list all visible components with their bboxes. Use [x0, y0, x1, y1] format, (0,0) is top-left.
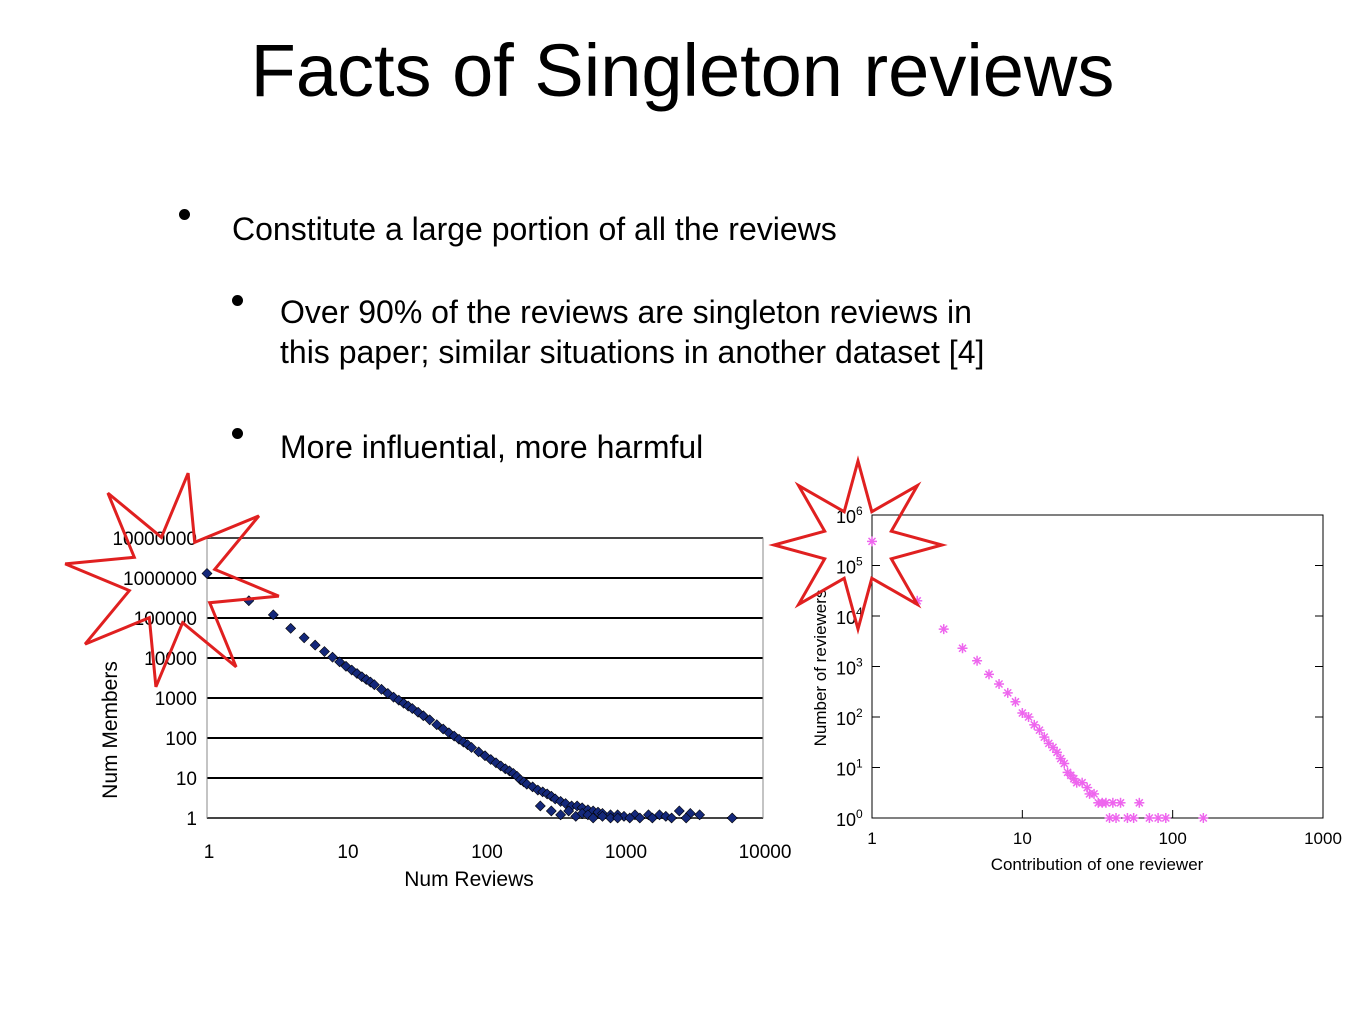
data-point	[612, 812, 624, 824]
data-point	[1104, 813, 1115, 823]
y-tick-label: 10000000	[112, 529, 197, 550]
data-point	[605, 812, 616, 824]
data-point	[597, 810, 608, 822]
y-tick-label: 102	[836, 706, 863, 729]
data-point	[634, 812, 646, 824]
data-point	[201, 568, 213, 579]
data-point	[424, 714, 436, 726]
x-tick-label: 1	[867, 829, 876, 848]
bullet-over-90: Over 90% of the reviews are singleton re…	[280, 292, 984, 372]
y-tick-label: 103	[836, 656, 863, 679]
y-tick-label: 101	[836, 757, 863, 780]
data-point	[1111, 813, 1122, 823]
data-point	[1017, 708, 1028, 719]
x-tick-label: 1	[204, 842, 215, 863]
data-point	[1160, 813, 1171, 823]
data-point	[1134, 797, 1145, 808]
bullet-more-influential: More influential, more harmful	[280, 429, 704, 465]
data-point	[680, 812, 692, 824]
y-tick-label: 100	[836, 807, 863, 830]
bullet-over-90-line-1: Over 90% of the reviews are singleton re…	[280, 294, 972, 330]
data-point	[1002, 687, 1013, 698]
x-tick-label: 10000	[739, 842, 792, 863]
data-point	[431, 719, 443, 731]
data-point	[972, 655, 983, 666]
x-axis-label: Num Reviews	[404, 868, 534, 891]
starburst-left-icon	[64, 472, 280, 688]
y-tick-label: 105	[836, 555, 863, 578]
y-tick-label: 100	[165, 729, 197, 750]
data-point	[298, 632, 310, 644]
data-point	[587, 812, 599, 824]
x-tick-label: 10	[337, 842, 358, 863]
data-point	[994, 679, 1005, 690]
data-point	[1039, 732, 1050, 743]
slide-title: Facts of Singleton reviews	[250, 29, 1115, 112]
plot-area-frame	[206, 537, 764, 819]
data-point	[938, 624, 949, 635]
data-point	[563, 805, 575, 817]
data-point	[1115, 797, 1126, 808]
data-point	[646, 812, 658, 824]
y-axis-label: Number of reviewers	[811, 590, 830, 747]
starburst-right-icon	[768, 455, 948, 635]
data-point	[334, 656, 346, 668]
data-point	[555, 809, 567, 821]
data-point	[1023, 712, 1034, 722]
data-point	[957, 643, 968, 654]
data-point	[726, 812, 738, 824]
data-point	[1010, 696, 1021, 707]
y-tick-label: 10000	[144, 649, 197, 670]
y-tick-label: 10	[176, 769, 197, 790]
data-point	[368, 679, 380, 691]
data-point	[466, 742, 477, 753]
x-tick-label: 1000	[1304, 829, 1342, 848]
data-point	[309, 639, 321, 651]
y-axis-label: Num Members	[99, 661, 122, 799]
bullet-over-90-line-2: this paper; similar situations in anothe…	[280, 334, 985, 370]
bullet-dot	[232, 428, 243, 439]
y-tick-label: 1000	[155, 689, 197, 710]
data-point	[1100, 797, 1111, 808]
x-tick-label: 10	[1013, 829, 1032, 848]
x-tick-label: 100	[471, 842, 503, 863]
data-point	[545, 805, 557, 817]
bullet-dot	[179, 209, 190, 220]
data-point	[694, 809, 706, 821]
x-tick-label: 1000	[605, 842, 647, 863]
bullet-constitute: Constitute a large portion of all the re…	[232, 211, 837, 247]
y-tick-label: 104	[836, 605, 863, 628]
bullet-dot	[232, 295, 243, 306]
data-point	[1128, 813, 1139, 823]
x-tick-label: 100	[1158, 829, 1186, 848]
data-point	[534, 800, 546, 812]
data-point	[1059, 758, 1070, 769]
data-point	[1034, 725, 1045, 736]
data-point	[267, 609, 279, 621]
data-point	[867, 536, 877, 547]
x-axis-label: Contribution of one reviewer	[991, 855, 1204, 874]
data-point	[1089, 788, 1100, 799]
data-point	[666, 812, 678, 824]
y-tick-label: 1	[186, 809, 197, 830]
data-point	[673, 805, 685, 817]
data-point	[1144, 813, 1155, 823]
data-point	[285, 622, 297, 634]
data-point	[1198, 813, 1209, 823]
data-point	[983, 669, 994, 680]
y-tick-label: 106	[836, 504, 863, 527]
data-point	[319, 646, 330, 657]
y-tick-label: 1000000	[123, 569, 197, 590]
data-point	[376, 683, 387, 695]
data-point	[327, 651, 338, 663]
data-point	[624, 812, 636, 824]
